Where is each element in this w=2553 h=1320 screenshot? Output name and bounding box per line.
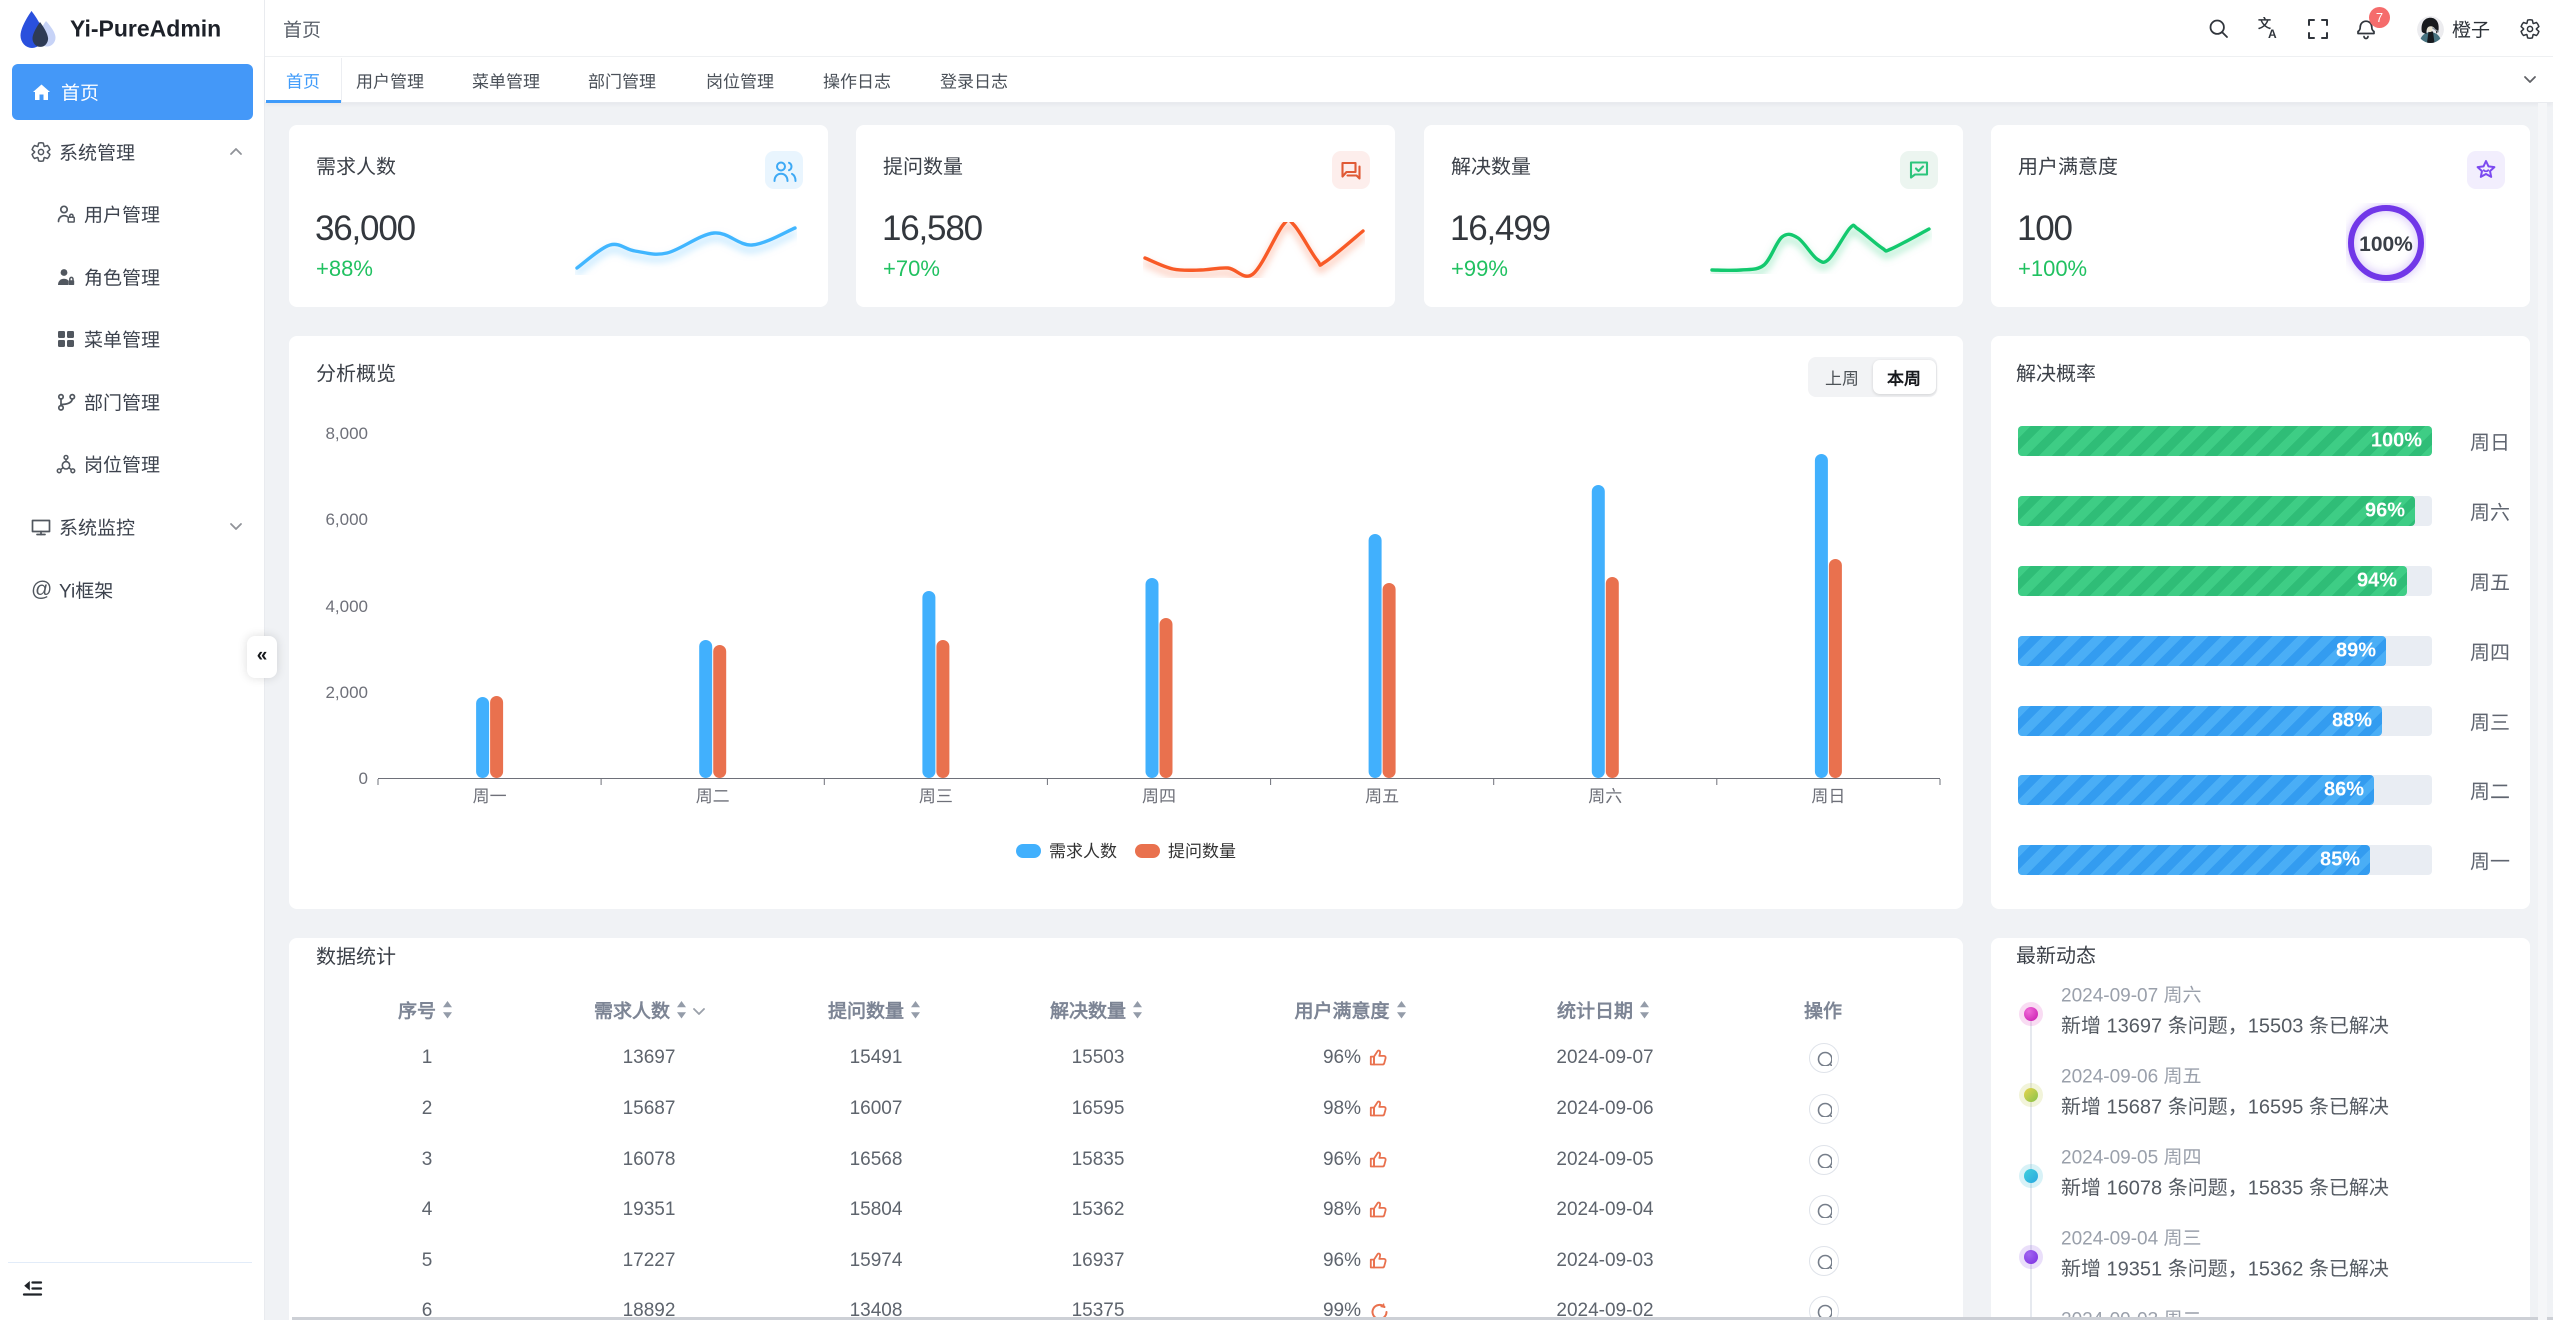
svg-text:0: 0 <box>359 769 368 788</box>
svg-text:周日: 周日 <box>1811 787 1845 806</box>
svg-text:周六: 周六 <box>1588 787 1622 806</box>
svg-text:周一: 周一 <box>473 787 507 806</box>
svg-text:提问数量: 提问数量 <box>1168 842 1236 861</box>
svg-text:6,000: 6,000 <box>325 510 368 529</box>
svg-text:2,000: 2,000 <box>325 683 368 702</box>
svg-text:100%: 100% <box>2359 233 2413 256</box>
svg-text:周二: 周二 <box>696 787 730 806</box>
svg-text:8,000: 8,000 <box>325 424 368 443</box>
svg-text:文: 文 <box>2258 17 2272 32</box>
svg-text:需求人数: 需求人数 <box>1049 842 1117 861</box>
svg-text:4,000: 4,000 <box>325 597 368 616</box>
svg-text:A: A <box>2268 27 2277 41</box>
svg-text:周四: 周四 <box>1142 787 1176 806</box>
svg-text:周三: 周三 <box>919 787 953 806</box>
svg-text:周五: 周五 <box>1365 787 1399 806</box>
